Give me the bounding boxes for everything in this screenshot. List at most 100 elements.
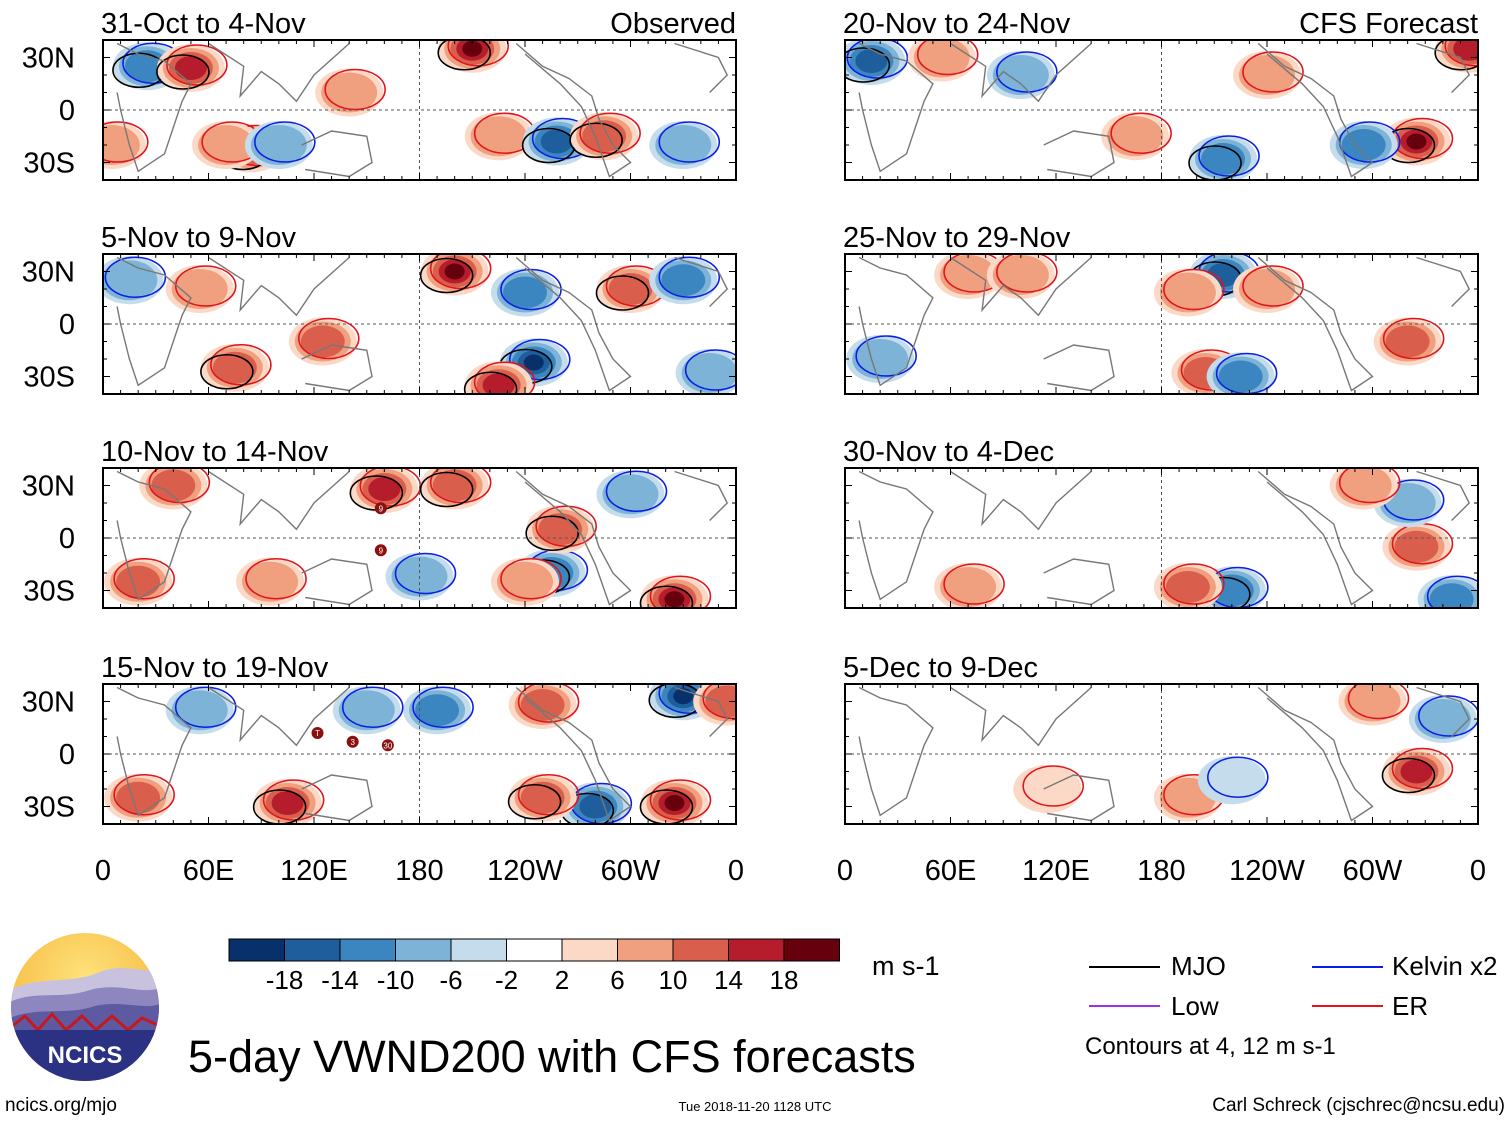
- mjo-contour: [419, 257, 474, 294]
- wave-contour: [517, 684, 580, 723]
- anomaly-cell: [171, 269, 228, 309]
- coastline: [116, 470, 192, 601]
- anomaly-cell: [116, 565, 161, 598]
- coastline: [116, 256, 192, 387]
- anomaly-cell: [852, 339, 909, 379]
- coastline: [674, 686, 729, 737]
- wave-contour: [104, 256, 167, 299]
- mjo-contour: [1381, 757, 1436, 794]
- anomaly-cell: [1385, 325, 1430, 358]
- y-tick-label: 30S: [23, 148, 75, 180]
- anomaly-cell: [664, 591, 685, 608]
- legend-low-label: Low: [1171, 991, 1219, 1021]
- anomaly-cell: [992, 255, 1049, 295]
- wave-contour: [649, 575, 712, 608]
- anomaly-cell: [1335, 468, 1392, 506]
- y-tick-label: 0: [59, 523, 75, 555]
- storm-marker: 9: [374, 502, 387, 515]
- colorbar-swatch: [284, 938, 341, 962]
- coastline: [950, 470, 1092, 531]
- anomaly-cell: [1341, 129, 1386, 161]
- coastline: [1257, 686, 1374, 822]
- observed-label: Observed: [610, 8, 736, 40]
- coastline: [950, 42, 1092, 103]
- colorbar-swatch: [339, 938, 396, 962]
- wave-contour: [1242, 51, 1304, 93]
- anomaly-cell: [482, 373, 515, 394]
- wave-contour: [943, 563, 1005, 605]
- anomaly-cell: [1394, 530, 1439, 563]
- panel-date-label: 25-Nov to 29-Nov: [843, 222, 1071, 254]
- coastline: [301, 344, 373, 392]
- anomaly-cell: [1107, 116, 1164, 157]
- colorbar-swatch: [450, 938, 507, 962]
- colorbar-label: 2: [555, 965, 569, 995]
- x-tick-label: 60W: [1343, 855, 1403, 887]
- coastline: [208, 42, 350, 103]
- wave-contour: [1110, 112, 1172, 155]
- wave-contour: [254, 121, 316, 163]
- mjo-contour: [156, 54, 210, 90]
- svg-text:30: 30: [383, 741, 392, 750]
- anomaly-cell: [520, 689, 565, 721]
- map-panel: 30N 0 30S 15-Nov to 19-Nov: [22, 652, 737, 825]
- wave-contour: [359, 468, 422, 507]
- anomaly-cell: [1013, 765, 1082, 813]
- anomaly-cell: [116, 781, 161, 814]
- anomaly-cell: [1344, 684, 1401, 722]
- coastline: [301, 558, 373, 606]
- anomaly-cell: [497, 561, 553, 602]
- anomaly-cell: [1429, 583, 1474, 608]
- wave-contour: [1198, 135, 1260, 177]
- coastline: [950, 686, 1092, 747]
- coastline: [301, 774, 373, 822]
- x-tick-label: 120W: [487, 855, 563, 887]
- anomaly-cell: [602, 474, 659, 515]
- anomaly-cell: [1453, 40, 1478, 61]
- coastline: [674, 42, 729, 93]
- coastline: [208, 470, 350, 531]
- anomaly-cell: [368, 477, 401, 501]
- y-tick-label: 30N: [22, 471, 75, 503]
- coastline: [116, 686, 192, 817]
- coastline: [1043, 558, 1115, 606]
- mjo-contour: [1434, 40, 1478, 71]
- anomaly-cell: [174, 56, 207, 80]
- wave-contour: [517, 773, 580, 816]
- anomaly-cell: [151, 469, 196, 502]
- map-panel: 30N 0 30S 10-Nov to 14-Nov: [22, 436, 737, 609]
- anomaly-cell: [855, 49, 888, 73]
- wave-contour: [1207, 756, 1269, 799]
- mjo-contour: [507, 783, 562, 820]
- colorbar-swatch: [617, 938, 674, 962]
- colorbar-units: m s-1: [872, 951, 940, 981]
- anomaly-cell: [271, 791, 304, 815]
- x-tick-label: 0: [837, 855, 853, 887]
- map-panel: 30N 0 30S 31-Oct to 4-Nov Observed: [22, 8, 737, 181]
- anomaly-cell: [1218, 360, 1263, 393]
- y-tick-label: 30S: [23, 362, 75, 394]
- coastline: [858, 686, 934, 817]
- anomaly-cell: [579, 794, 612, 819]
- chart-title: 5-day VWND200 with CFS forecasts: [188, 1031, 916, 1082]
- anomaly-cell: [1197, 756, 1266, 805]
- map-panel: 25-Nov to 29-Nov: [843, 222, 1479, 395]
- y-tick-label: 0: [59, 95, 75, 127]
- wave-contour: [412, 686, 474, 729]
- anomaly-cell: [321, 72, 378, 113]
- anomaly-cell: [103, 125, 140, 165]
- y-tick-label: 30S: [23, 576, 75, 608]
- colorbar-swatch: [728, 938, 785, 962]
- colorbar-label: -10: [377, 965, 415, 995]
- map-panel: 5-Dec to 9-Dec: [843, 652, 1479, 825]
- ncics-logo: NCICS: [11, 933, 159, 1081]
- coastline: [1257, 256, 1374, 392]
- footer-credit: Carl Schreck (cjschrec@ncsu.edu): [1212, 1095, 1505, 1116]
- anomaly-cell: [992, 55, 1049, 95]
- anomaly-cell: [523, 354, 544, 371]
- wave-contour: [245, 557, 307, 600]
- coastline: [1257, 470, 1374, 606]
- y-tick-label: 0: [59, 739, 75, 771]
- panel-date-label: 15-Nov to 19-Nov: [101, 652, 329, 684]
- anomaly-cell: [250, 125, 307, 165]
